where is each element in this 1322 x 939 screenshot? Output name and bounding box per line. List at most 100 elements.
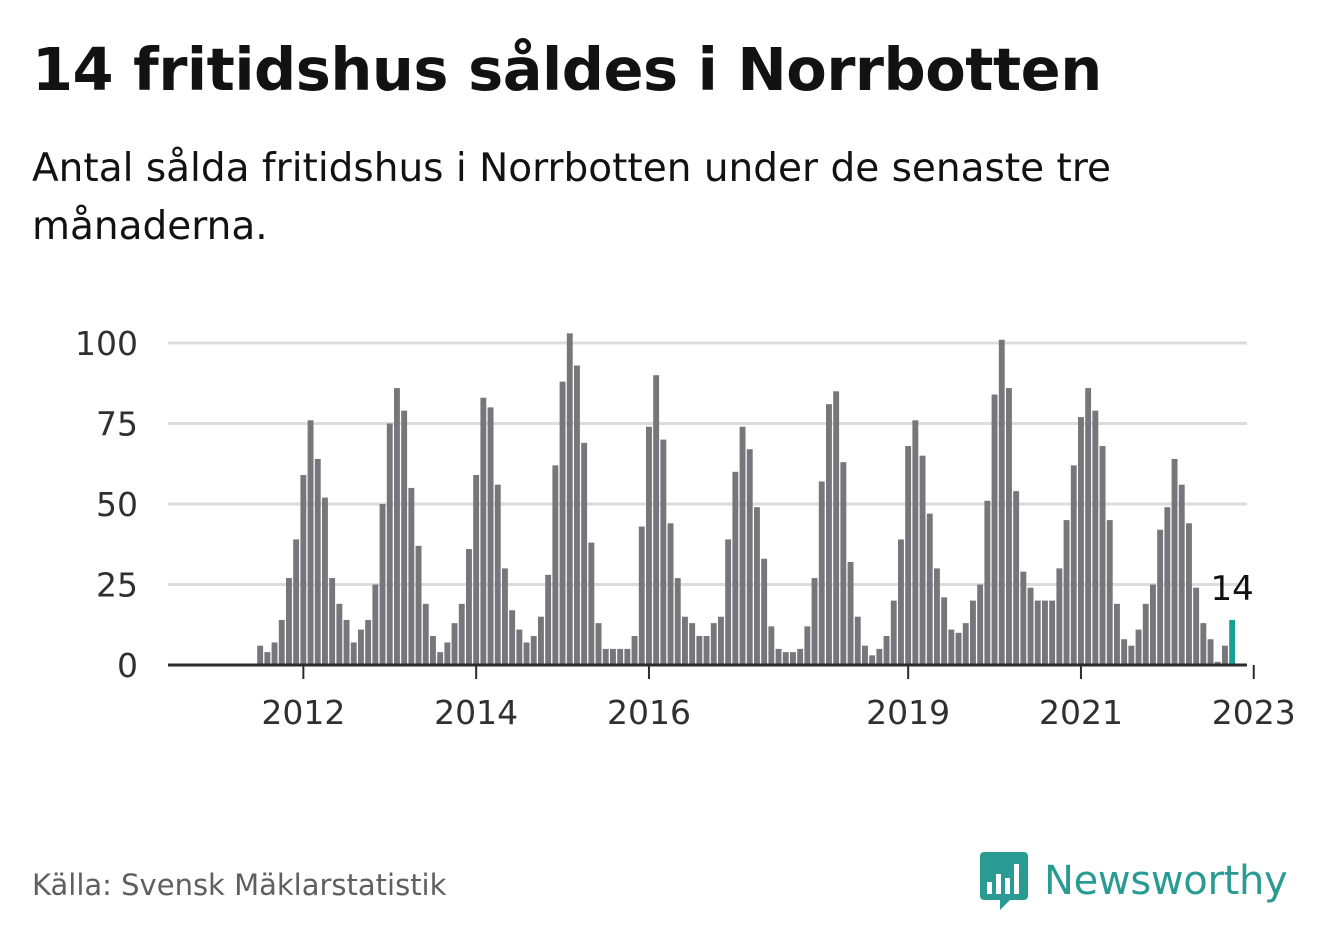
chart-title: 14 fritidshus såldes i Norrbotten (32, 35, 1102, 104)
bar (466, 549, 472, 665)
bar (905, 446, 912, 665)
bar (804, 626, 811, 665)
bar (581, 442, 588, 665)
bar (667, 523, 674, 665)
bar (926, 513, 933, 665)
bar (1128, 645, 1135, 665)
bar (790, 652, 796, 665)
gridlines (168, 341, 1247, 586)
bar (494, 484, 501, 665)
bar (1164, 507, 1171, 665)
bar (962, 623, 969, 665)
bar (847, 561, 854, 665)
y-tick-label: 25 (96, 566, 138, 605)
bar (883, 636, 890, 665)
bar (725, 539, 732, 665)
bar-latest (1229, 619, 1236, 665)
bar (1063, 520, 1070, 665)
bar (372, 584, 379, 665)
chart-subtitle: Antal sålda fritidshus i Norrbotten unde… (32, 146, 1111, 249)
bar (1193, 587, 1200, 665)
bar (768, 626, 775, 665)
bar (386, 423, 393, 665)
bar (1200, 623, 1207, 665)
bar (754, 507, 760, 665)
bar (660, 439, 667, 665)
bar (1006, 388, 1012, 665)
bar (473, 475, 480, 665)
bar (703, 636, 710, 665)
bar (1135, 629, 1142, 665)
x-tick-label: 2012 (261, 693, 345, 732)
bar (401, 410, 408, 665)
bar (811, 578, 818, 665)
bar (1020, 571, 1027, 665)
bar (307, 420, 314, 665)
bar (1142, 603, 1149, 665)
bar (509, 610, 516, 665)
bar (350, 642, 357, 665)
bar (329, 578, 336, 665)
bar (271, 642, 278, 665)
bar (408, 487, 415, 665)
bar (746, 449, 753, 665)
bar (710, 623, 717, 665)
bar (487, 407, 494, 665)
bars (257, 333, 1236, 665)
bar (602, 648, 609, 665)
bar (278, 619, 285, 665)
bar (653, 375, 660, 665)
bar (451, 623, 458, 665)
bar (1078, 417, 1084, 665)
bar (610, 648, 616, 665)
bar (523, 642, 530, 665)
bar (286, 578, 292, 665)
bar (689, 623, 696, 665)
bar (869, 655, 876, 665)
bar (1207, 639, 1214, 665)
bar (566, 333, 573, 665)
bar (898, 539, 904, 665)
bar-chart: 0 25 50 75 100 2012 2014 2016 2019 2021 2023 14 (75, 324, 1296, 732)
bar (1214, 661, 1221, 665)
source-note: Källa: Svensk Mäklarstatistik (32, 868, 447, 902)
bar (761, 558, 768, 665)
bar (530, 636, 537, 665)
y-axis-ticks: 0 25 50 75 100 (75, 324, 138, 685)
bar (293, 539, 300, 665)
x-tick-label: 2016 (607, 693, 691, 732)
bar (998, 339, 1005, 665)
bar (264, 652, 271, 665)
bar (782, 652, 789, 665)
bar (775, 648, 782, 665)
bar (559, 381, 566, 665)
bar (1092, 410, 1099, 665)
bar (1049, 600, 1056, 665)
bar (1013, 491, 1020, 665)
bar (502, 568, 508, 665)
bar (480, 397, 487, 665)
bar (854, 616, 861, 665)
bar (358, 629, 364, 665)
bar (1178, 484, 1185, 665)
bar (516, 629, 523, 665)
bar (638, 526, 645, 665)
bar (343, 619, 350, 665)
bar (595, 623, 602, 665)
bar (365, 619, 372, 665)
bar (941, 597, 948, 665)
bar (955, 632, 962, 665)
bar (1042, 600, 1048, 665)
y-tick-label: 75 (96, 405, 138, 444)
bar (1114, 603, 1120, 665)
bar (322, 497, 328, 665)
logo-wordmark: Newsworthy (1044, 858, 1288, 904)
bar (970, 600, 976, 665)
newsworthy-logo: Newsworthy (980, 850, 1288, 912)
bar (696, 636, 703, 665)
bar (1070, 465, 1077, 665)
bar (257, 645, 264, 665)
bar (1222, 645, 1228, 665)
bar (574, 365, 580, 665)
y-tick-label: 50 (96, 485, 138, 524)
